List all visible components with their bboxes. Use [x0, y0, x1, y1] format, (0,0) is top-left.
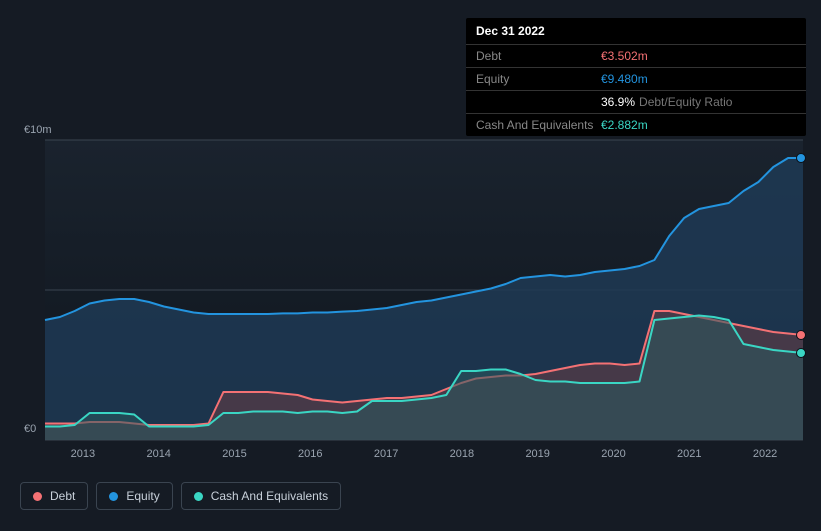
- x-axis-tick: 2021: [651, 448, 727, 460]
- tooltip-row-label: Debt: [476, 49, 601, 63]
- legend-label: Debt: [50, 489, 75, 503]
- y-axis-label-min: €0: [24, 423, 36, 435]
- legend-item-cash-and-equivalents[interactable]: Cash And Equivalents: [181, 482, 341, 510]
- chart-tooltip: Dec 31 2022 Debt€3.502mEquity€9.480m36.9…: [466, 18, 806, 136]
- x-axis-tick: 2019: [500, 448, 576, 460]
- legend-dot: [33, 492, 42, 501]
- x-axis-tick: 2013: [45, 448, 121, 460]
- tooltip-row: Debt€3.502m: [466, 45, 806, 68]
- x-axis-tick: 2014: [121, 448, 197, 460]
- x-axis-tick: 2020: [576, 448, 652, 460]
- x-axis-tick: 2022: [727, 448, 803, 460]
- x-axis-tick: 2018: [424, 448, 500, 460]
- x-axis-tick: 2017: [348, 448, 424, 460]
- tooltip-row-value: 36.9%Debt/Equity Ratio: [601, 95, 732, 109]
- chart-legend: Debt Equity Cash And Equivalents: [20, 482, 341, 510]
- legend-item-debt[interactable]: Debt: [20, 482, 88, 510]
- y-axis-label-max: €10m: [24, 124, 52, 136]
- legend-dot: [109, 492, 118, 501]
- tooltip-row-value: €2.882m: [601, 118, 648, 132]
- tooltip-date: Dec 31 2022: [466, 18, 806, 45]
- x-axis-labels: 2013201420152016201720182019202020212022: [45, 448, 803, 460]
- tooltip-row-label: [476, 95, 601, 109]
- legend-dot: [194, 492, 203, 501]
- tooltip-row-sublabel: Debt/Equity Ratio: [639, 95, 732, 109]
- tooltip-row-value: €9.480m: [601, 72, 648, 86]
- legend-label: Equity: [126, 489, 159, 503]
- x-axis-tick: 2015: [197, 448, 273, 460]
- tooltip-row-label: Equity: [476, 72, 601, 86]
- tooltip-row: Equity€9.480m: [466, 68, 806, 91]
- tooltip-row: 36.9%Debt/Equity Ratio: [466, 91, 806, 114]
- tooltip-row-label: Cash And Equivalents: [476, 118, 601, 132]
- legend-item-equity[interactable]: Equity: [96, 482, 172, 510]
- x-axis-tick: 2016: [272, 448, 348, 460]
- tooltip-row: Cash And Equivalents€2.882m: [466, 114, 806, 136]
- tooltip-row-value: €3.502m: [601, 49, 648, 63]
- legend-label: Cash And Equivalents: [211, 489, 328, 503]
